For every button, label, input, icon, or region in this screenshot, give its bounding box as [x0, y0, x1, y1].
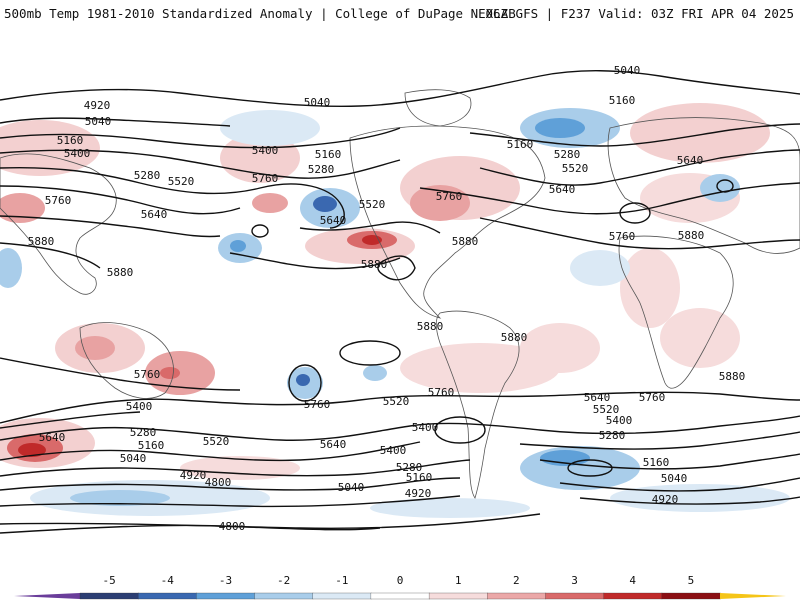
contour-label: 5280 [130, 426, 157, 439]
contour-label: 5280 [134, 169, 161, 182]
contour-labels: 5040 5040 4920 5040 5160 5160 5400 5400 … [28, 64, 746, 533]
contour-label: 4800 [219, 520, 246, 533]
contour-label: 5040 [120, 452, 147, 465]
contour-label: 5640 [39, 431, 66, 444]
contour-label: 5040 [614, 64, 641, 77]
colorbar-swatch [196, 592, 256, 600]
contour-label: 5160 [138, 439, 165, 452]
contour-label: 5040 [304, 96, 331, 109]
contour-label: 5880 [361, 258, 388, 271]
contour-label: 5280 [396, 461, 423, 474]
contour-label: 5520 [359, 198, 386, 211]
contour-label: 5160 [609, 94, 636, 107]
anomaly-map: 5040 5040 4920 5040 5160 5160 5400 5400 … [0, 28, 800, 558]
colorbar-tick-label: 0 [397, 574, 404, 587]
height-contours [0, 70, 800, 534]
colorbar-tick-label: -3 [219, 574, 232, 587]
colorbar-over-arrow [720, 593, 786, 599]
colorbar-tick-label: -4 [161, 574, 175, 587]
contour-label: 4920 [84, 99, 111, 112]
contour-label: 5880 [28, 235, 55, 248]
contour-label: 5400 [252, 144, 279, 157]
contour-label: 5400 [412, 421, 439, 434]
contour-label: 5640 [549, 183, 576, 196]
contour-label: 5880 [417, 320, 444, 333]
colorbar-tick-label: 1 [455, 574, 462, 587]
contour-label: 5400 [126, 400, 153, 413]
colorbar-tick-label: 5 [688, 574, 695, 587]
colorbar-tick-label: 3 [571, 574, 578, 587]
contour-label: 5760 [45, 194, 72, 207]
colorbar: -5 -4 -3 -2 -1 0 1 2 3 4 5 [14, 574, 786, 600]
contour-label: 4920 [405, 487, 432, 500]
contour-label: 5640 [320, 214, 347, 227]
contour-label: 5160 [507, 138, 534, 151]
contour-label: 5160 [315, 148, 342, 161]
colorbar-swatch [545, 592, 605, 600]
contour-label: 5640 [677, 154, 704, 167]
contour-label: 5280 [554, 148, 581, 161]
contour-label: 5160 [406, 471, 433, 484]
contour-label: 5760 [134, 368, 161, 381]
colorbar-under-arrow [14, 593, 80, 599]
contour-label: 5640 [141, 208, 168, 221]
contour-label: 5280 [308, 163, 335, 176]
colorbar-swatch [138, 592, 198, 600]
coastlines [0, 89, 800, 499]
contour-label: 4920 [180, 469, 207, 482]
contour-label: 5760 [252, 172, 279, 185]
contour-label: 4800 [205, 476, 232, 489]
contour-label: 5160 [57, 134, 84, 147]
warm-anomaly-shading [0, 103, 770, 480]
colorbar-tick-label: -2 [277, 574, 290, 587]
contour-label: 5760 [436, 190, 463, 203]
contour-label: 5280 [599, 429, 626, 442]
contour-label: 5400 [64, 147, 91, 160]
contour-label: 5040 [85, 115, 112, 128]
contour-label: 5520 [168, 175, 195, 188]
colorbar-tick-labels: -5 -4 -3 -2 -1 0 1 2 3 4 5 [102, 574, 694, 587]
contour-label: 5880 [678, 229, 705, 242]
colorbar-swatch [661, 592, 721, 600]
contour-label: 5040 [338, 481, 365, 494]
contour-label: 5640 [584, 391, 611, 404]
contour-label: 5400 [606, 414, 633, 427]
contour-label: 5880 [452, 235, 479, 248]
colorbar-swatch [254, 592, 314, 600]
contour-label: 5880 [501, 331, 528, 344]
contour-label: 5640 [320, 438, 347, 451]
colorbar-swatch [79, 592, 139, 600]
contour-label: 5760 [609, 230, 636, 243]
colorbar-tick-label: 4 [629, 574, 636, 587]
contour-label: 4920 [652, 493, 679, 506]
colorbar-swatch [370, 592, 430, 600]
contour-label: 5760 [428, 386, 455, 399]
run-valid-time: 06Z GFS | F237 Valid: 03Z FRI APR 04 202… [485, 6, 794, 21]
contour-label: 5880 [107, 266, 134, 279]
contour-label: 5520 [383, 395, 410, 408]
contour-label: 5880 [719, 370, 746, 383]
colorbar-swatch [603, 592, 663, 600]
contour-label: 5760 [639, 391, 666, 404]
contour-label: 5760 [304, 398, 331, 411]
colorbar-swatch [312, 592, 372, 600]
product-title: 500mb Temp 1981-2010 Standardized Anomal… [4, 6, 516, 21]
colorbar-swatches [14, 592, 786, 600]
header-bar: 500mb Temp 1981-2010 Standardized Anomal… [0, 0, 800, 28]
contour-label: 5520 [203, 435, 230, 448]
contour-label: 5520 [593, 403, 620, 416]
colorbar-tick-label: -1 [335, 574, 348, 587]
contour-label: 5040 [661, 472, 688, 485]
contour-label: 5160 [643, 456, 670, 469]
colorbar-tick-label: -5 [102, 574, 115, 587]
contour-label: 5400 [380, 444, 407, 457]
contour-label: 5520 [562, 162, 589, 175]
colorbar-swatch [428, 592, 488, 600]
colorbar-tick-label: 2 [513, 574, 520, 587]
colorbar-swatch [487, 592, 547, 600]
